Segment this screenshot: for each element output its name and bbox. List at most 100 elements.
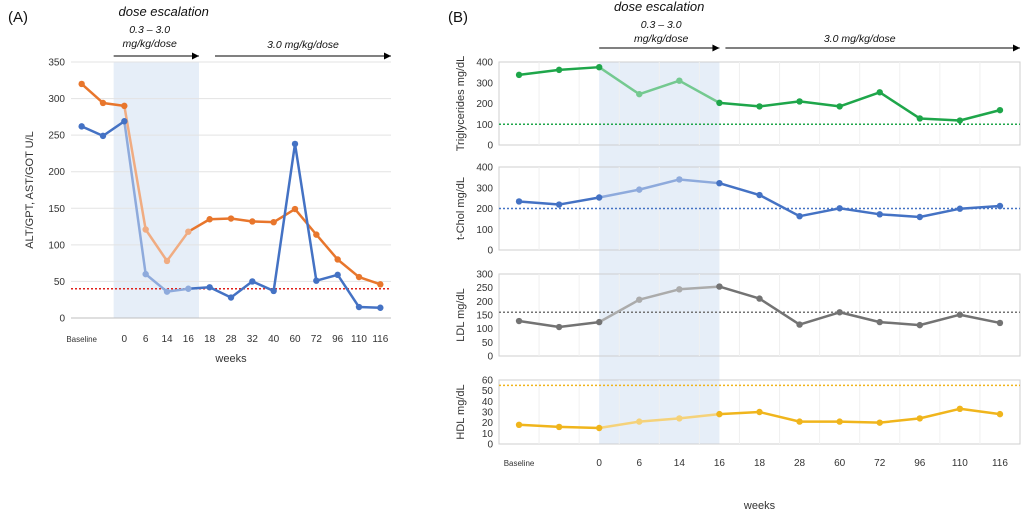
panel-b-y-title: LDL mg/dL	[455, 288, 467, 341]
panel-b-series-0-segment	[878, 91, 922, 120]
panel-b-series-3-segment	[678, 412, 721, 420]
panel-b-maintenance-arrow-head	[1013, 44, 1020, 52]
panel-b-subplot-frame	[498, 379, 1021, 445]
panel-a-y-tick: 250	[48, 131, 65, 142]
panel-a-series-1-point	[249, 278, 256, 285]
panel-b-x-tick: 16	[714, 458, 726, 469]
panel-b-series-2-point	[555, 323, 563, 331]
panel-b-y-tick: 200	[476, 99, 493, 110]
panel-b-series-3-point	[876, 419, 883, 426]
panel-b-y-tick: 100	[476, 120, 493, 131]
panel-a-series-0-segment	[80, 82, 105, 105]
panel-b-series-2-segment	[638, 288, 681, 301]
panel-b-x-title: weeks	[743, 500, 776, 512]
panel-b-series-2-segment	[878, 320, 922, 327]
panel-b-y-title: HDL mg/dL	[455, 384, 467, 439]
panel-b-x-tick: 72	[874, 458, 886, 469]
panel-b-subplot-frame	[498, 61, 1021, 146]
panel-a-series-1-segment	[208, 286, 233, 299]
panel-a-series-0-segment	[123, 104, 147, 231]
panel-a-series-1-point	[78, 123, 85, 130]
panel-a-series-1-segment	[357, 305, 382, 310]
panel-b-series-1-segment	[557, 196, 601, 206]
panel-b-series-1-segment	[678, 178, 721, 185]
panel-b-x-tick: 116	[992, 458, 1008, 469]
panel-b-series-2-point	[515, 317, 523, 325]
panel-b-series-2-segment	[678, 285, 721, 291]
panel-b-series-0-segment	[718, 101, 761, 108]
panel-b-series-3-point	[716, 410, 723, 418]
panel-a-y-tick: 0	[59, 314, 65, 325]
panel-b-series-0-point	[716, 99, 723, 107]
panel-b-series-3-segment	[918, 407, 962, 420]
panel-b-series-0-point	[916, 115, 924, 122]
panel-b-y-title: Triglycerides mg/dL	[455, 56, 467, 152]
panel-b-y-tick: 50	[482, 386, 494, 397]
panel-a-x-tick: 16	[183, 334, 195, 345]
panel-a-series-0-segment	[251, 220, 275, 224]
panel-a-series-1-segment	[293, 142, 318, 282]
panel-a-series-1-segment	[187, 286, 211, 290]
panel-b-y-tick: 300	[476, 78, 493, 89]
panel-a-x-tick: 40	[268, 334, 280, 345]
panel-a-maintenance-label: 3.0 mg/kg/dose	[267, 39, 339, 51]
panel-b-y-tick: 30	[482, 408, 494, 419]
panel-b-series-2-segment	[557, 320, 601, 329]
panel-a-escalation-unit: mg/kg/dose	[123, 38, 177, 50]
panel-b-x-tick: 110	[952, 458, 968, 469]
panel-b-y-tick: 250	[476, 283, 493, 294]
panel-b-escalation-arrow-head	[712, 44, 720, 52]
panel-b-y-tick: 300	[476, 270, 493, 281]
panel-a-series-0-point	[334, 256, 341, 263]
panel-b-maintenance-label: 3.0 mg/kg/dose	[824, 33, 896, 45]
panel-a-series-0-segment	[293, 207, 318, 236]
panel-b-x-tick: 6	[636, 458, 642, 469]
panel-b-series-1-segment	[798, 207, 841, 218]
panel-a-series-0-segment	[336, 258, 361, 279]
panel-b-x-tick: 60	[834, 458, 846, 469]
panel-a-x-tick: 116	[372, 334, 388, 345]
panel-a-series-0-point	[163, 257, 171, 265]
panel-a-series-1-segment	[336, 273, 361, 309]
panel-b-series-1-point	[836, 205, 843, 212]
panel-a-x-tick: 32	[247, 334, 259, 345]
panel-b-y-tick: 60	[482, 376, 494, 387]
panel-b-series-2-point	[756, 295, 763, 302]
panel-b-y-tick: 100	[476, 225, 493, 236]
panel-a-series-1-segment	[272, 142, 297, 293]
panel-b-series-3-segment	[838, 420, 881, 424]
panel-b-series-1-point	[636, 186, 643, 193]
panel-b-y-tick: 0	[487, 141, 493, 152]
panel-a-series-1-point	[206, 284, 213, 291]
panel-b-label: (B)	[448, 9, 468, 26]
panel-a-x-tick: 72	[311, 334, 323, 345]
panel-b-series-0-point	[515, 71, 523, 79]
panel-a-y-tick: 50	[54, 277, 66, 288]
panel-a-series-0-segment	[357, 275, 382, 286]
panel-a-y-title: ALT/GPT, AST/GOT U/L	[24, 131, 36, 249]
panel-b-series-0-point	[996, 106, 1004, 114]
panel-a-series-1-segment	[101, 119, 126, 138]
panel-b-series-0-point	[876, 89, 883, 96]
panel-b-x-tick: 28	[794, 458, 806, 469]
panel-b-series-0-segment	[758, 100, 801, 108]
panel-b-y-tick: 200	[476, 297, 493, 308]
panel-b-series-0-segment	[678, 79, 721, 105]
panel-b-y-tick: 300	[476, 183, 493, 194]
panel-b-series-0-segment	[517, 68, 561, 77]
panel-b-series-1-point	[876, 211, 883, 218]
panel-a-x-tick: 28	[225, 334, 237, 345]
panel-a-escalation-shade	[113, 62, 199, 318]
panel-b-series-2-segment	[517, 319, 561, 329]
panel-a-series-1-segment	[315, 273, 339, 282]
panel-b-series-3-segment	[638, 417, 681, 423]
panel-b-series-2-point	[796, 321, 803, 328]
panel-a-series-1-point	[121, 118, 128, 125]
panel-a-series-0-point	[313, 231, 320, 238]
panel-b-y-tick: 400	[476, 58, 493, 69]
panel-b-series-0-segment	[838, 91, 881, 108]
panel-b-series-3-segment	[517, 423, 561, 429]
panel-a-y-tick: 350	[48, 58, 65, 69]
panel-a-series-1-segment	[123, 119, 147, 276]
panel-b-escalation-title: dose escalation	[614, 0, 704, 14]
